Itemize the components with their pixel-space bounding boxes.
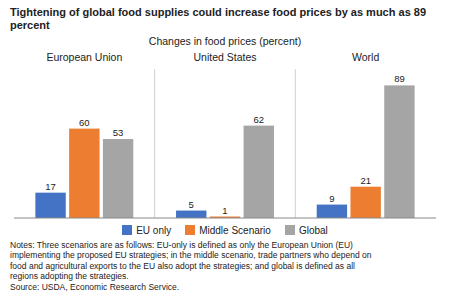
legend-label: Middle Scenario xyxy=(199,224,271,237)
legend-swatch xyxy=(185,225,195,235)
group-divider xyxy=(295,69,296,218)
chart: 17 5 9 60 1 21 53 62 89 European Union United Stat… xyxy=(10,49,440,221)
legend: EU only Middle Scenario Global xyxy=(10,224,440,237)
legend-item: EU only xyxy=(122,224,171,237)
note-line: Notes: Three scenarios are as follows: E… xyxy=(10,240,440,251)
bars xyxy=(35,85,414,218)
bar xyxy=(176,210,206,217)
chart-container: Tightening of global food supplies could… xyxy=(0,0,450,300)
data-label: 21 xyxy=(360,174,371,185)
note-line: Source: USDA, Economic Research Service. xyxy=(10,282,440,293)
legend-label: EU only xyxy=(136,224,171,237)
data-label: 17 xyxy=(45,180,56,191)
note-line: food and agricultural exports to the EU … xyxy=(10,261,440,272)
legend-item: Middle Scenario xyxy=(185,224,271,237)
plot-holder: 17 5 9 60 1 21 53 62 89 European Union United Stat… xyxy=(10,49,440,221)
notes: Notes: Three scenarios are as follows: E… xyxy=(10,240,440,293)
legend-swatch xyxy=(285,225,295,235)
data-label: 1 xyxy=(222,204,227,215)
data-label: 5 xyxy=(189,198,194,209)
bar xyxy=(244,125,274,217)
bar xyxy=(384,85,414,218)
data-label: 9 xyxy=(329,192,334,203)
bar xyxy=(69,128,99,217)
subtitle: Changes in food prices (percent) xyxy=(10,35,440,48)
category-label: European Union xyxy=(46,51,122,63)
x-axis-line xyxy=(14,217,436,218)
bar xyxy=(317,204,347,217)
bar xyxy=(103,139,133,218)
title: Tightening of global food supplies could… xyxy=(10,6,440,32)
note-line: implementing the proposed EU strategies;… xyxy=(10,250,440,261)
legend-item: Global xyxy=(285,224,328,237)
legend-swatch xyxy=(122,225,132,235)
data-label: 62 xyxy=(253,113,264,124)
legend-label: Global xyxy=(299,224,328,237)
data-label: 89 xyxy=(394,73,405,84)
bar xyxy=(35,192,65,217)
bar xyxy=(350,186,380,217)
data-label: 53 xyxy=(113,127,124,138)
category-label: United States xyxy=(193,51,256,63)
category-label: World xyxy=(352,51,379,63)
group-divider xyxy=(154,69,155,218)
data-label: 60 xyxy=(79,116,90,127)
note-line: regions adopting the strategies. xyxy=(10,271,440,282)
